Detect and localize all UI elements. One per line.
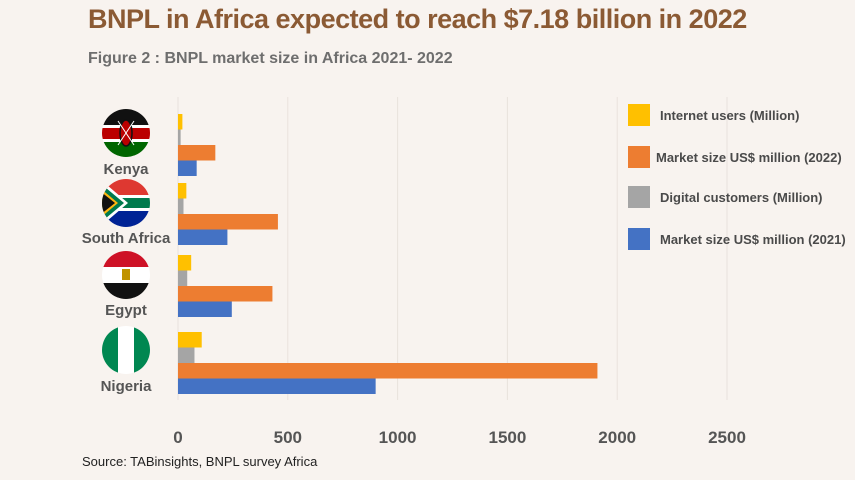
legend-item-digital-customers: Digital customers (Million) [628, 186, 823, 208]
bar-egypt-digital-customers [178, 270, 188, 286]
x-tick-label: 1500 [488, 428, 526, 447]
bar-kenya-market-2021 [178, 160, 197, 176]
source-note: Source: TABinsights, BNPL survey Africa [82, 454, 318, 469]
x-tick-label: 2500 [708, 428, 746, 447]
country-label-south-africa: South Africa [82, 230, 171, 247]
legend-label-market-2021: Market size US$ million (2021) [660, 231, 846, 247]
bar-south-africa-internet-users [178, 183, 187, 199]
kenya-flag-icon [102, 109, 150, 157]
bar-nigeria-internet-users [178, 332, 202, 348]
bar-south-africa-market-2022 [178, 214, 278, 230]
legend-swatch-market-2022 [628, 146, 650, 168]
legend-label-digital-customers: Digital customers (Million) [660, 189, 823, 205]
chart-title: BNPL in Africa expected to reach $7.18 b… [88, 4, 747, 34]
bar-nigeria-market-2021 [178, 378, 376, 394]
x-tick-label: 1000 [379, 428, 417, 447]
bar-kenya-internet-users [178, 114, 183, 130]
country-label-kenya: Kenya [103, 161, 149, 178]
legend-item-internet-users: Internet users (Million) [628, 104, 799, 126]
chart-subtitle: Figure 2 : BNPL market size in Africa 20… [88, 50, 453, 67]
egypt-flag-icon [102, 251, 150, 299]
x-tick-label: 500 [274, 428, 302, 447]
legend-label-internet-users: Internet users (Million) [660, 107, 800, 123]
south-africa-flag-icon [102, 179, 150, 227]
bar-egypt-internet-users [178, 255, 192, 271]
legend-item-market-2021: Market size US$ million (2021) [628, 228, 846, 250]
x-tick-label: 0 [173, 428, 182, 447]
country-label-egypt: Egypt [105, 302, 147, 319]
bars [178, 114, 598, 394]
x-tick-label: 2000 [598, 428, 636, 447]
legend-swatch-digital-customers [628, 186, 650, 208]
bar-nigeria-market-2022 [178, 363, 598, 379]
bar-egypt-market-2022 [178, 286, 273, 302]
x-axis-ticks: 0 500 1000 1500 2000 2500 [173, 428, 746, 447]
legend-label-market-2022: Market size US$ million (2022) [656, 149, 842, 165]
nigeria-flag-icon [102, 326, 150, 374]
bar-egypt-market-2021 [178, 301, 232, 317]
bar-kenya-digital-customers [178, 129, 181, 145]
legend-swatch-internet-users [628, 104, 650, 126]
bar-south-africa-market-2021 [178, 229, 228, 245]
legend-swatch-market-2021 [628, 228, 650, 250]
bar-kenya-market-2022 [178, 145, 216, 161]
bar-south-africa-digital-customers [178, 198, 184, 214]
bar-nigeria-digital-customers [178, 347, 195, 363]
country-label-nigeria: Nigeria [101, 378, 153, 395]
legend-item-market-2022: Market size US$ million (2022) [628, 146, 842, 168]
